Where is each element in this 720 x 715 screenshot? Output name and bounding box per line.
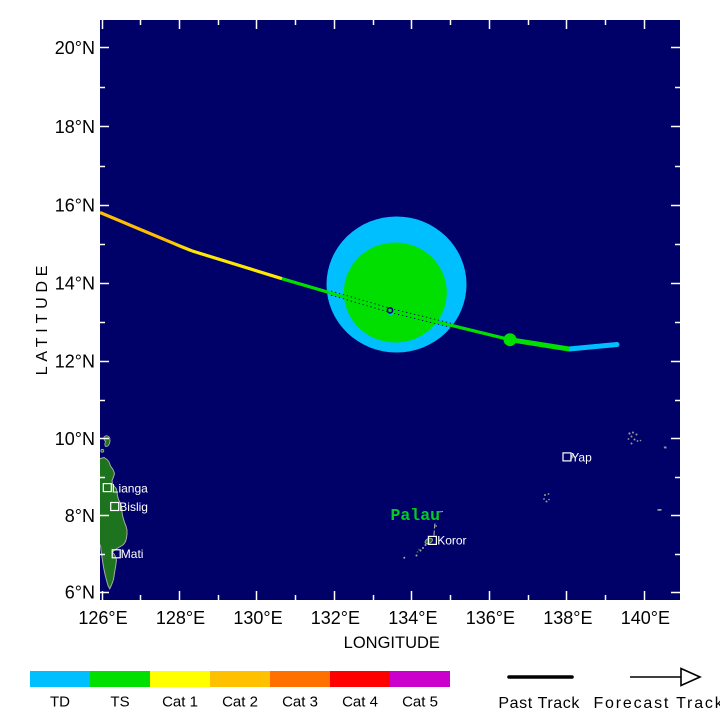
svg-text:Lianga: Lianga (112, 481, 148, 495)
svg-text:Yap: Yap (571, 450, 592, 464)
svg-text:126°E: 126°E (78, 608, 127, 628)
svg-text:136°E: 136°E (466, 608, 515, 628)
svg-text:LONGITUDE: LONGITUDE (344, 634, 440, 652)
svg-text:134°E: 134°E (388, 608, 437, 628)
svg-text:8°N: 8°N (65, 506, 95, 526)
svg-text:128°E: 128°E (156, 608, 205, 628)
svg-text:132°E: 132°E (311, 608, 360, 628)
svg-text:Forecast Track: Forecast Track (593, 695, 720, 710)
svg-text:Bislig: Bislig (119, 500, 148, 514)
svg-text:18°N: 18°N (55, 117, 95, 137)
svg-text:6°N: 6°N (65, 583, 95, 603)
svg-text:LATITUDE: LATITUDE (34, 261, 51, 376)
svg-text:Past Track: Past Track (498, 695, 580, 710)
svg-text:Palau: Palau (391, 506, 441, 525)
svg-text:140°E: 140°E (621, 608, 670, 628)
svg-text:Koror: Koror (437, 534, 466, 548)
svg-text:16°N: 16°N (55, 195, 95, 215)
svg-text:TD: TD (50, 694, 70, 711)
svg-text:TS: TS (110, 694, 129, 711)
svg-text:20°N: 20°N (55, 38, 95, 58)
svg-text:Cat 2: Cat 2 (222, 694, 258, 711)
svg-text:14°N: 14°N (55, 274, 95, 294)
svg-text:Mati: Mati (121, 547, 144, 561)
svg-text:12°N: 12°N (55, 351, 95, 371)
svg-text:Cat 3: Cat 3 (282, 694, 318, 711)
svg-text:138°E: 138°E (543, 608, 592, 628)
svg-text:Cat 4: Cat 4 (342, 694, 378, 711)
svg-text:10°N: 10°N (55, 429, 95, 449)
svg-text:Cat 5: Cat 5 (402, 694, 438, 711)
svg-text:Cat 1: Cat 1 (162, 694, 198, 711)
svg-text:130°E: 130°E (233, 608, 282, 628)
